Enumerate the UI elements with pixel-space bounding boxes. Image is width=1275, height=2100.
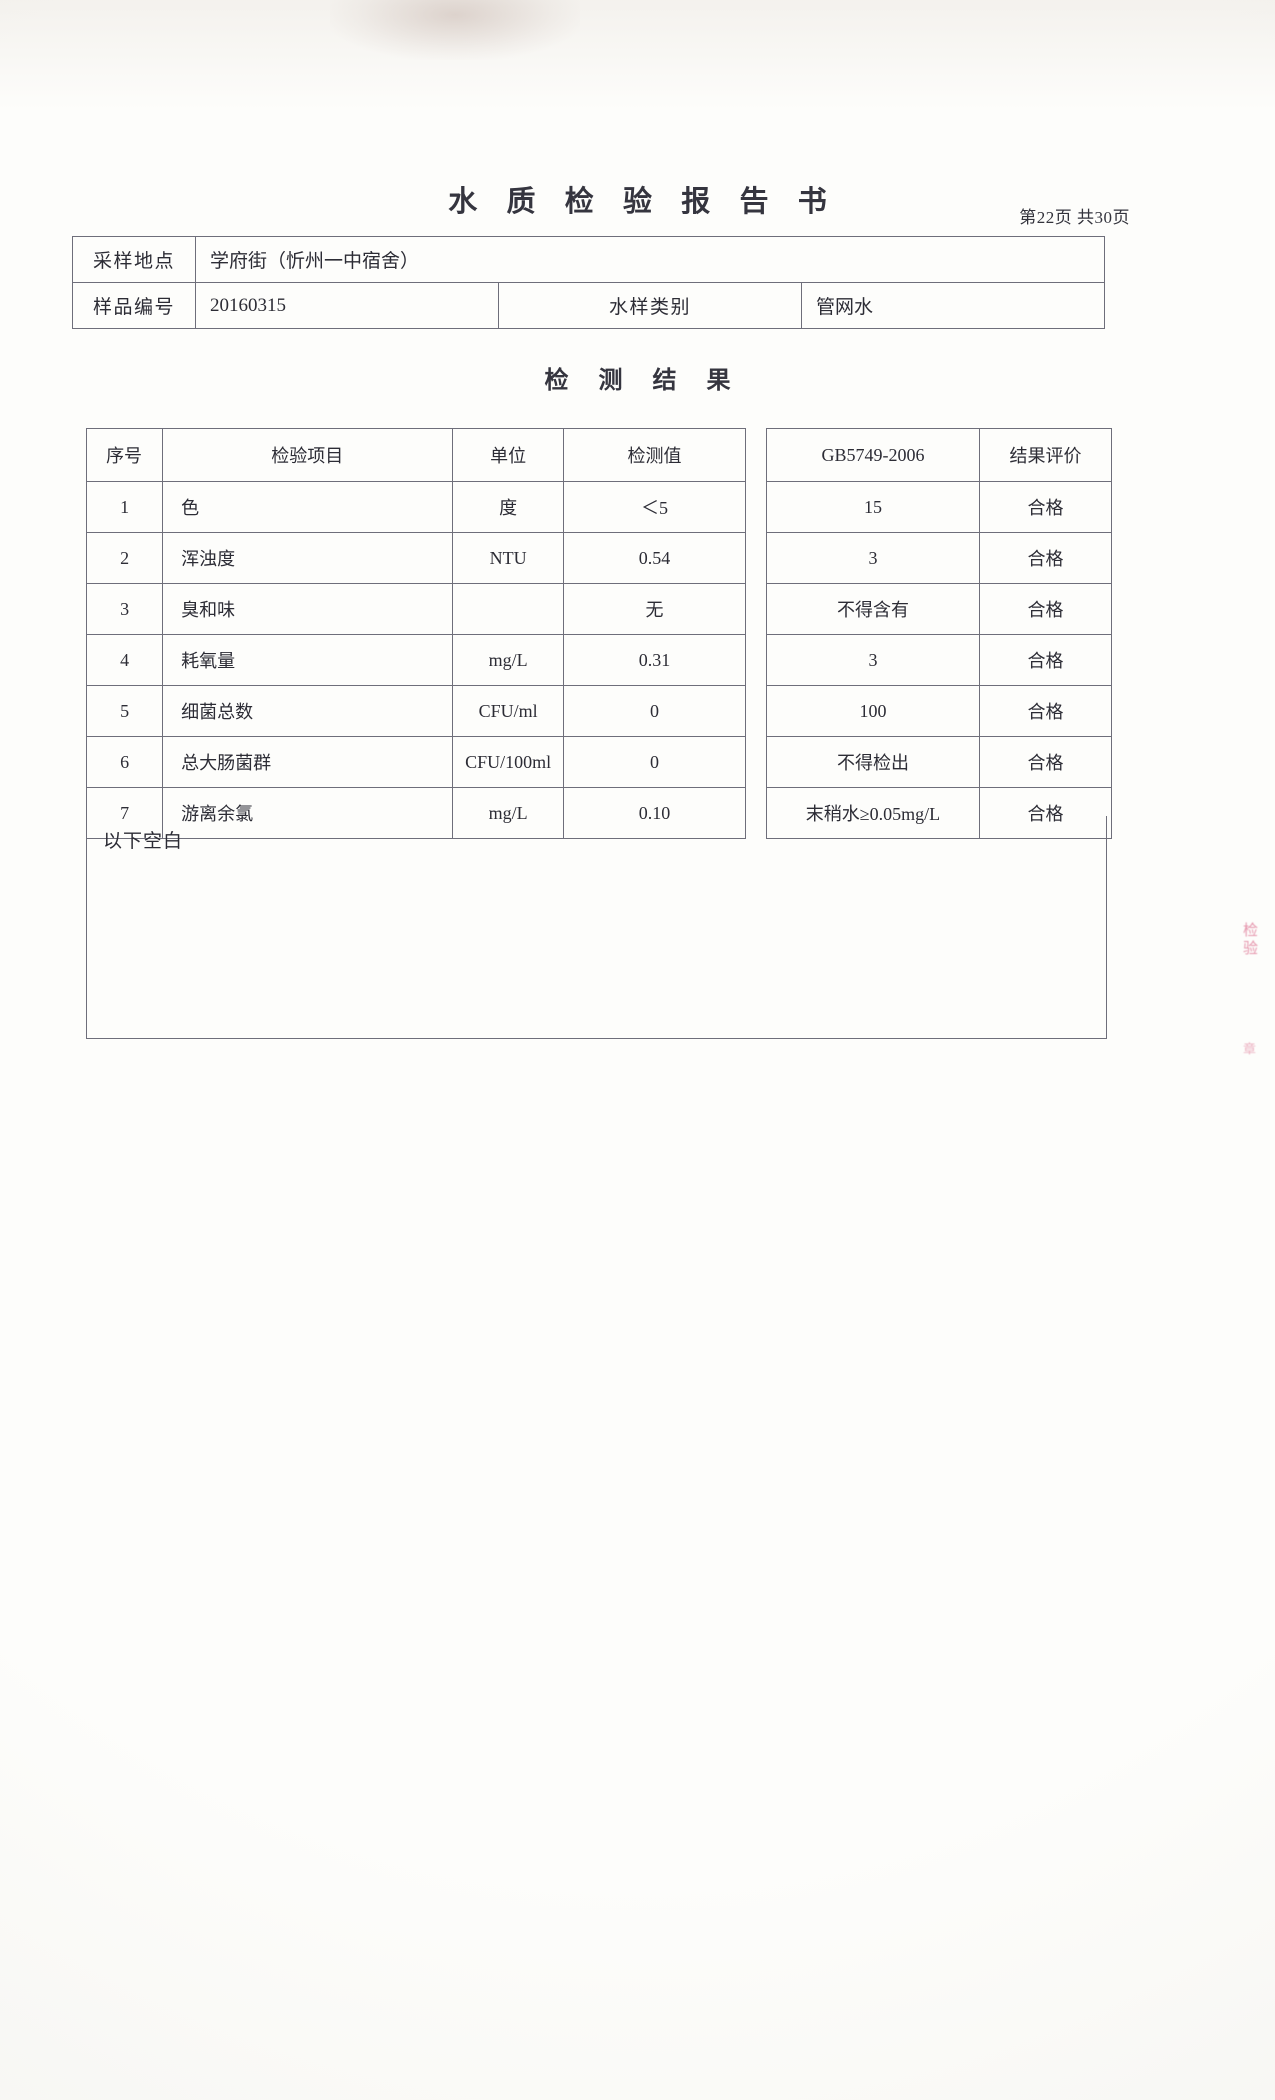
cell-unit — [452, 583, 564, 635]
column-header-unit: 单位 — [452, 428, 564, 482]
cell-unit: mg/L — [452, 787, 564, 839]
cell-value: 0.54 — [562, 532, 747, 584]
cell-value: 无 — [562, 583, 747, 635]
cell-unit: NTU — [452, 532, 564, 584]
seal-stamp-fragment-upper: 检验 — [1241, 922, 1257, 958]
table-row: 3 合格 — [766, 634, 1112, 686]
cell-item: 色 — [162, 481, 454, 533]
cell-unit: CFU/100ml — [452, 736, 564, 788]
cell-unit: CFU/ml — [452, 685, 564, 737]
cell-item: 游离余氯 — [162, 787, 454, 839]
cell-value: 0.31 — [562, 634, 747, 686]
table-row: 5 细菌总数 CFU/ml 0 — [85, 685, 747, 737]
table-row: 7 游离余氯 mg/L 0.10 — [85, 787, 747, 839]
cell-no: 3 — [85, 583, 164, 635]
column-header-standard: GB5749-2006 — [766, 428, 980, 482]
column-header-value: 检测值 — [562, 428, 747, 482]
page-title: 水 质 检 验 报 告 书 — [448, 186, 838, 218]
cell-value: 0 — [562, 685, 747, 737]
table-row: 100 合格 — [766, 685, 1112, 737]
results-table-left: 序号 检验项目 单位 检测值 1 色 度 ＜5 2 浑浊度 NTU 0.54 3… — [85, 428, 747, 839]
column-header-evaluation: 结果评价 — [979, 428, 1112, 482]
column-header-no: 序号 — [85, 428, 164, 482]
cell-no: 2 — [85, 532, 164, 584]
cell-evaluation: 合格 — [979, 685, 1112, 737]
blank-note: 以下空白 — [103, 831, 184, 852]
cell-item: 臭和味 — [162, 583, 454, 635]
cell-no: 5 — [85, 685, 164, 737]
table-row: 不得检出 合格 — [766, 736, 1112, 788]
sample-info-table: 采样地点 学府街（忻州一中宿舍） 样品编号 20160315 水样类别 管网水 — [72, 236, 1105, 329]
sample-number-label: 样品编号 — [72, 282, 196, 329]
cell-evaluation: 合格 — [979, 736, 1112, 788]
cell-standard: 100 — [766, 685, 980, 737]
page-indicator: 第22页 共30页 — [1019, 208, 1130, 227]
cell-standard: 不得含有 — [766, 583, 980, 635]
table-row: 2 浑浊度 NTU 0.54 — [85, 532, 747, 584]
results-table-right: GB5749-2006 结果评价 15 合格 3 合格 不得含有 合格 3 合格 — [766, 428, 1112, 839]
table-row: 6 总大肠菌群 CFU/100ml 0 — [85, 736, 747, 788]
cell-no: 7 — [85, 787, 164, 839]
table-row: 样品编号 20160315 水样类别 管网水 — [72, 282, 1105, 329]
cell-evaluation: 合格 — [979, 481, 1112, 533]
cell-no: 6 — [85, 736, 164, 788]
cell-no: 1 — [85, 481, 164, 533]
cell-unit: 度 — [452, 481, 564, 533]
table-header-row: 序号 检验项目 单位 检测值 — [85, 428, 747, 482]
table-header-row: GB5749-2006 结果评价 — [766, 428, 1112, 482]
table-row: 15 合格 — [766, 481, 1112, 533]
blank-remainder-area: 以下空白 — [86, 816, 1107, 1039]
cell-no: 4 — [85, 634, 164, 686]
cell-unit: mg/L — [452, 634, 564, 686]
sample-number-value: 20160315 — [195, 282, 499, 329]
cell-value: 0.10 — [562, 787, 747, 839]
table-row: 4 耗氧量 mg/L 0.31 — [85, 634, 747, 686]
cell-evaluation: 合格 — [979, 787, 1112, 839]
cell-standard: 不得检出 — [766, 736, 980, 788]
cell-standard: 3 — [766, 532, 980, 584]
cell-standard: 15 — [766, 481, 980, 533]
table-row: 3 合格 — [766, 532, 1112, 584]
cell-item: 浑浊度 — [162, 532, 454, 584]
cell-evaluation: 合格 — [979, 532, 1112, 584]
table-row: 采样地点 学府街（忻州一中宿舍） — [72, 236, 1105, 283]
cell-value: ＜5 — [562, 481, 747, 533]
section-title: 检 测 结 果 — [544, 368, 743, 394]
table-row: 末稍水≥0.05mg/L 合格 — [766, 787, 1112, 839]
sampling-location-value: 学府街（忻州一中宿舍） — [195, 236, 1105, 283]
cell-evaluation: 合格 — [979, 634, 1112, 686]
cell-standard: 3 — [766, 634, 980, 686]
sampling-location-label: 采样地点 — [72, 236, 196, 283]
table-row: 不得含有 合格 — [766, 583, 1112, 635]
seal-stamp-fragment-lower: 章 — [1241, 1042, 1256, 1058]
water-type-value: 管网水 — [801, 282, 1105, 329]
cell-value: 0 — [562, 736, 747, 788]
column-header-item: 检验项目 — [162, 428, 454, 482]
cell-item: 总大肠菌群 — [162, 736, 454, 788]
cell-evaluation: 合格 — [979, 583, 1112, 635]
cell-item: 耗氧量 — [162, 634, 454, 686]
cell-item: 细菌总数 — [162, 685, 454, 737]
scan-smudge — [330, 0, 580, 60]
table-row: 1 色 度 ＜5 — [85, 481, 747, 533]
cell-standard: 末稍水≥0.05mg/L — [766, 787, 980, 839]
table-row: 3 臭和味 无 — [85, 583, 747, 635]
water-type-label: 水样类别 — [498, 282, 802, 329]
